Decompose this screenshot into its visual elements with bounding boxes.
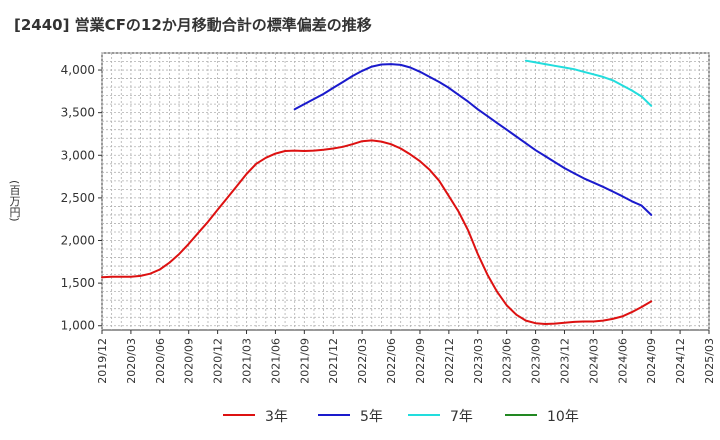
x-tick-label: 2019/12 xyxy=(96,338,109,384)
legend-swatch xyxy=(505,414,537,416)
legend-swatch xyxy=(408,414,440,416)
chart-title: [2440] 営業CFの12か月移動合計の標準偏差の推移 xyxy=(14,16,372,34)
y-tick-label: 2,000 xyxy=(61,234,95,248)
legend-label: 5年 xyxy=(360,409,383,425)
x-tick-label: 2023/09 xyxy=(530,338,543,384)
x-tick-label: 2022/06 xyxy=(385,338,398,384)
y-tick-label: 3,000 xyxy=(61,148,95,162)
y-tick-label: 1,000 xyxy=(61,319,95,333)
x-tick-label: 2022/09 xyxy=(414,338,427,384)
legend-label: 10年 xyxy=(547,409,579,425)
legend-label: 7年 xyxy=(450,409,473,425)
series-line-1 xyxy=(101,139,653,325)
x-tick-label: 2021/06 xyxy=(269,338,282,384)
x-tick-label: 2021/12 xyxy=(327,338,340,384)
y-tick-label: 4,000 xyxy=(61,63,95,77)
series-line-3 xyxy=(524,59,653,107)
x-tick-label: 2021/09 xyxy=(298,338,311,384)
x-tick-label: 2022/12 xyxy=(443,338,456,384)
legend-label: 3年 xyxy=(265,409,288,425)
y-tick-label: 2,500 xyxy=(61,191,95,205)
chart-plot: 1,000 1,500 2,000 2,500 3,000 3,500 4,000 2019/… xyxy=(61,52,716,384)
series-line-2 xyxy=(293,63,653,216)
y-tick-label: 1,500 xyxy=(61,276,95,290)
plot-area xyxy=(101,52,710,331)
x-tick-label: 2020/12 xyxy=(212,338,225,384)
x-tick-label: 2024/03 xyxy=(587,338,600,384)
x-tick-label: 2020/09 xyxy=(183,338,196,384)
legend-swatch xyxy=(318,414,350,416)
x-tick-label: 2020/03 xyxy=(125,338,138,384)
legend-swatch xyxy=(223,414,255,416)
x-tick-label: 2021/03 xyxy=(241,338,254,384)
x-tick-label: 2023/12 xyxy=(558,338,571,384)
y-tick-label: 3,500 xyxy=(61,106,95,120)
x-tick-label: 2023/06 xyxy=(501,338,514,384)
x-tick-label: 2024/12 xyxy=(674,338,687,384)
x-tick-label: 2022/03 xyxy=(356,338,369,384)
x-tick-label: 2025/03 xyxy=(703,338,716,384)
x-tick-label: 2023/03 xyxy=(472,338,485,384)
chart-legend: 3年 5年 7年 10年 xyxy=(0,404,720,428)
y-axis-label: (百万円) xyxy=(8,180,21,222)
x-tick-label: 2024/06 xyxy=(616,338,629,384)
x-tick-label: 2020/06 xyxy=(154,338,167,384)
x-tick-label: 2024/09 xyxy=(645,338,658,384)
